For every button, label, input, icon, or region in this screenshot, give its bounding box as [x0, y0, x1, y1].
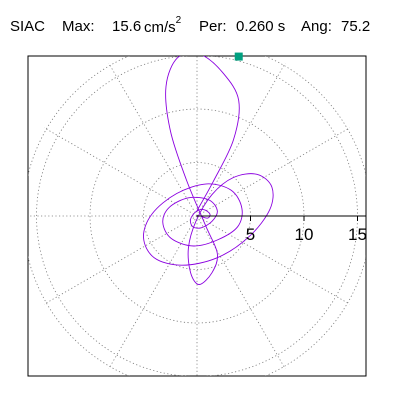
max-unit-base: cm/s	[144, 19, 176, 36]
chart-title: SIAC Max: 15.6 cm/s2 Per: 0.260 s Ang: 7…	[0, 14, 400, 40]
max-value: 15.6	[112, 18, 142, 35]
grid-spoke-30	[196, 127, 351, 217]
per-label: Per:	[199, 18, 227, 35]
trace-line-1	[143, 56, 274, 285]
grid-spoke-300	[196, 215, 286, 370]
per-value: 0.260 s	[236, 18, 286, 35]
grid-spoke-150	[43, 127, 198, 217]
grid-spoke-120	[108, 62, 198, 217]
radial-axis	[197, 215, 366, 221]
grid-spoke-60	[196, 62, 286, 217]
grid-spoke-240	[108, 215, 198, 370]
grid-spoke-210	[43, 215, 198, 305]
radial-tick-label-15: 15	[348, 225, 367, 244]
peak-marker	[234, 52, 243, 61]
radial-tick-label-10: 10	[295, 225, 314, 244]
trace-group	[143, 56, 274, 285]
ang-value: 75.2	[341, 18, 371, 35]
radial-tick-label-5: 5	[246, 225, 255, 244]
grid-spoke-330	[196, 215, 351, 305]
max-unit-exponent: 2	[175, 15, 182, 26]
radial-tick-labels: 5 10 15	[246, 225, 367, 244]
station-name: SIAC	[10, 18, 46, 35]
marker-group	[234, 52, 243, 61]
max-label: Max:	[62, 18, 95, 35]
max-unit: cm/s2	[144, 15, 182, 36]
ang-label: Ang:	[301, 18, 332, 35]
